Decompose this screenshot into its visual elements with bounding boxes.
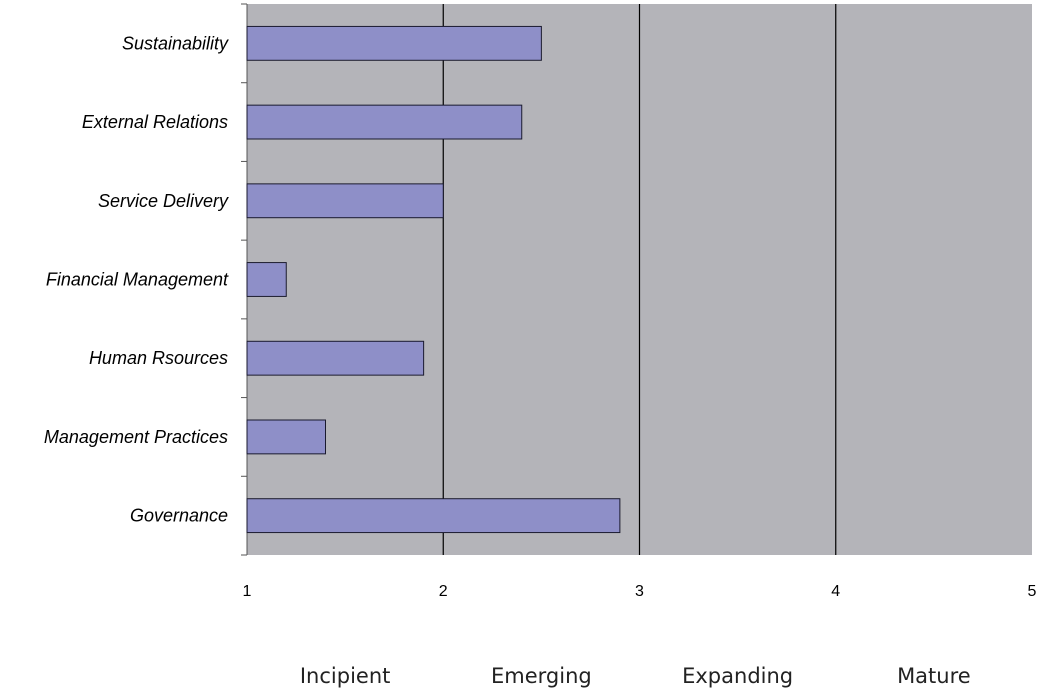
gridlines xyxy=(442,4,837,555)
bar xyxy=(246,183,444,219)
x-tick-label: 4 xyxy=(831,583,840,600)
category-label: External Relations xyxy=(82,112,228,132)
x-tick-labels: 1 2 3 4 5 xyxy=(243,583,1037,600)
bar xyxy=(246,340,425,376)
category-label: Financial Management xyxy=(46,270,229,290)
bar xyxy=(246,498,621,534)
x-tick-label: 1 xyxy=(243,583,252,600)
category-label: Human Rsources xyxy=(89,348,228,368)
y-axis xyxy=(241,3,248,556)
x-tick-label: 3 xyxy=(635,583,644,600)
bar xyxy=(246,419,326,455)
stage-label: Incipient xyxy=(300,664,391,688)
x-tick-label: 5 xyxy=(1028,583,1037,600)
bar xyxy=(246,262,287,297)
category-labels: Sustainability External Relations Service … xyxy=(44,33,229,525)
x-tick-label: 2 xyxy=(439,583,448,600)
stage-label: Mature xyxy=(897,664,971,688)
bars xyxy=(246,25,621,534)
stage-label: Emerging xyxy=(491,664,592,688)
stage-label: Expanding xyxy=(682,664,793,688)
category-label: Sustainability xyxy=(122,33,229,53)
category-label: Management Practices xyxy=(44,427,228,447)
bar xyxy=(246,25,542,61)
bar xyxy=(246,104,523,140)
category-label: Service Delivery xyxy=(98,191,229,211)
stage-labels: Incipient Emerging Expanding Mature xyxy=(300,664,971,688)
category-label: Governance xyxy=(130,506,228,526)
